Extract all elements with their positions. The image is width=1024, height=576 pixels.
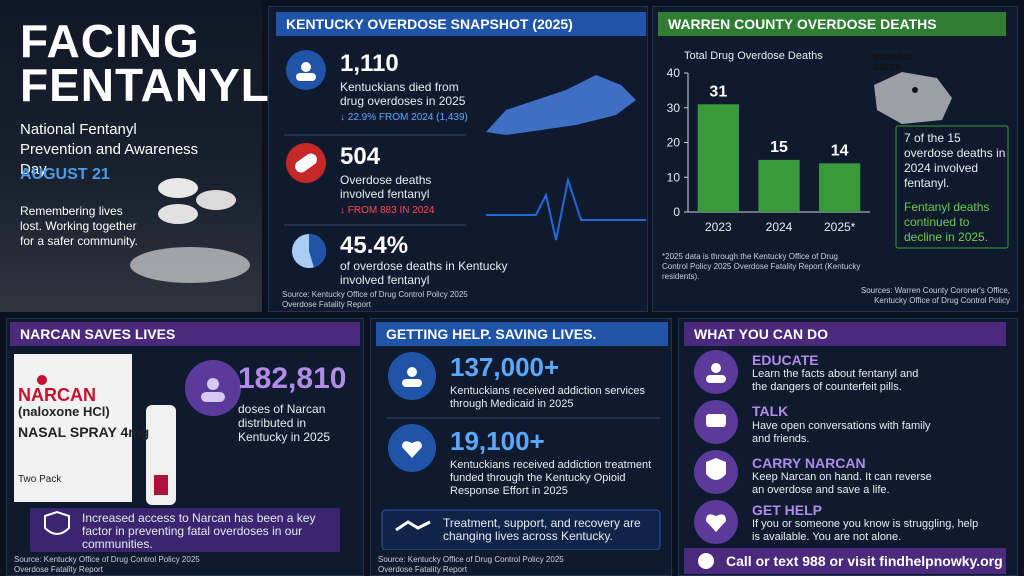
footnote: *2025 data is through the Kentucky Offic… (662, 252, 861, 281)
stat-text: of overdose deaths in Kentucky involved … (340, 259, 508, 287)
source: Source: Kentucky Office of Drug Control … (378, 555, 564, 574)
narcan-header: NARCAN SAVES LIVES (10, 322, 360, 346)
action-text: If you or someone you know is struggling… (752, 518, 979, 543)
action-title: GET HELP (752, 502, 823, 518)
stat-change: ↓ 22.9% FROM 2024 (1,439) (340, 112, 468, 123)
help-value: 19,100+ (450, 426, 545, 456)
help-note: Treatment, support, and recovery are cha… (443, 516, 641, 543)
pie-wedge (309, 234, 326, 268)
narcan-graphics (14, 354, 340, 552)
action-text: Have open conversations with family and … (752, 420, 931, 445)
actions-graphics (684, 350, 1006, 574)
data-label: 15 (770, 139, 788, 156)
action-text: Keep Narcan on hand. It can reverse an o… (752, 471, 932, 496)
hero-tagline: Remembering lives lost. Working together… (20, 204, 138, 248)
y-tick-label: 20 (667, 136, 681, 150)
x-tick-label: 2025* (824, 220, 856, 234)
help-text: Kentuckians received addiction services … (450, 385, 646, 410)
narcan-value: 182,810 (238, 362, 347, 395)
action-title: EDUCATE (752, 352, 819, 368)
stat-change: ↓ FROM 883 IN 2024 (340, 205, 435, 216)
stat-text: Overdose deaths involved fentanyl (340, 173, 432, 201)
snapshot-graphics (284, 50, 646, 268)
help-header: GETTING HELP. SAVING LIVES. (376, 322, 668, 346)
stat-text: Kentuckians died from drug overdoses in … (340, 80, 466, 108)
help-graphics (381, 352, 661, 550)
snapshot-header: KENTUCKY OVERDOSE SNAPSHOT (2025) (276, 12, 646, 36)
data-label: 31 (709, 83, 727, 100)
help-footer: Call or text 988 or visit findhelpnowky.… (726, 553, 1003, 569)
snapshot-panel (268, 6, 648, 312)
hero-subtitle: National Fentanyl Prevention and Awarene… (20, 121, 199, 178)
data-label: 14 (831, 142, 849, 159)
x-tick-label: 2023 (705, 220, 732, 234)
hero-date: AUGUST 21 (20, 166, 110, 183)
box-form: NASAL SPRAY 4mg (18, 424, 150, 440)
stat-value: 1,110 (340, 50, 399, 77)
narcan-note: Increased access to Narcan has been a ke… (82, 511, 316, 551)
stat-value: 504 (340, 143, 381, 170)
y-tick-label: 0 (673, 205, 680, 219)
box-brand: NARCAN (18, 385, 96, 405)
y-tick-label: 30 (667, 101, 681, 115)
callout-note: Fentanyl deaths continued to decline in … (904, 200, 990, 244)
action-text: Learn the facts about fentanyl and the d… (752, 368, 919, 393)
action-title: CARRY NARCAN (752, 455, 866, 471)
warren-chart: Total Drug Overdose Deaths 0 10 20 30 40 31 202… (667, 50, 1009, 249)
x-tick-label: 2024 (766, 220, 793, 234)
source: Source: Kentucky Office of Drug Control … (14, 555, 200, 574)
warren-header: WARREN COUNTY OVERDOSE DEATHS (658, 12, 1006, 36)
narcan-text: doses of Narcan distributed in Kentucky … (238, 402, 331, 444)
bar (819, 163, 861, 212)
hero-title-2: FENTANYL (20, 59, 270, 111)
actions-header: WHAT YOU CAN DO (684, 322, 1006, 346)
box-generic: (naloxone HCl) (18, 404, 110, 419)
bar (758, 159, 800, 212)
stat-value: 45.4% (340, 232, 409, 259)
source: Source: Kentucky Office of Drug Control … (282, 290, 468, 309)
pills-illustration (130, 178, 250, 283)
action-title: TALK (752, 403, 789, 419)
hero-title-1: FACING (20, 15, 200, 67)
y-tick-label: 40 (667, 66, 681, 80)
map-label: BOWLING GREEN (873, 53, 912, 72)
help-text: Kentuckians received addiction treatment… (450, 459, 652, 497)
y-tick-label: 10 (667, 170, 681, 184)
bar (697, 104, 739, 212)
help-value: 137,000+ (450, 352, 560, 382)
box-pack: Two Pack (18, 474, 62, 485)
callout: 7 of the 15 overdose deaths in 2024 invo… (904, 131, 1006, 190)
chart-title: Total Drug Overdose Deaths (684, 50, 823, 62)
sources: Sources: Warren County Coroner's Office,… (860, 286, 1010, 305)
